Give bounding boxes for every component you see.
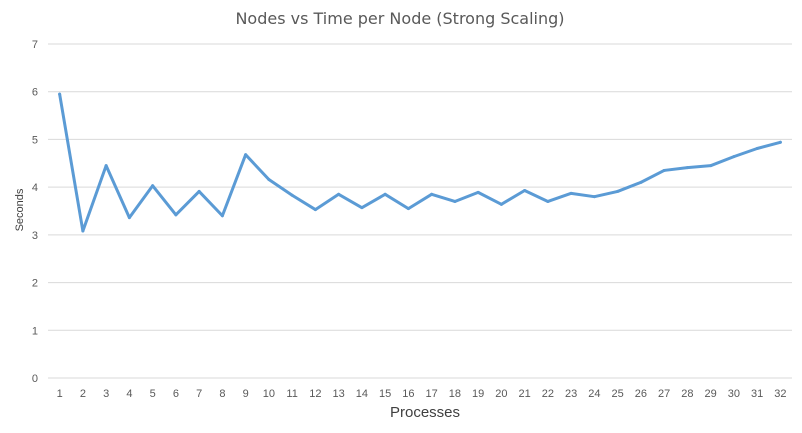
data-point bbox=[267, 178, 271, 182]
x-tick-label: 20 bbox=[495, 388, 507, 400]
x-tick-label: 14 bbox=[356, 388, 368, 400]
data-point bbox=[430, 192, 434, 196]
x-tick-label: 23 bbox=[565, 388, 577, 400]
x-tick-label: 19 bbox=[472, 388, 484, 400]
x-tick-label: 11 bbox=[286, 388, 297, 400]
y-tick-label: 5 bbox=[32, 134, 38, 146]
x-tick-label: 9 bbox=[243, 388, 249, 400]
data-point bbox=[58, 92, 62, 96]
data-point bbox=[406, 207, 410, 211]
data-point bbox=[383, 192, 387, 196]
x-tick-label: 29 bbox=[705, 388, 717, 400]
x-tick-label: 3 bbox=[103, 388, 109, 400]
data-point bbox=[709, 164, 713, 168]
data-point bbox=[151, 184, 155, 188]
data-point bbox=[732, 155, 736, 159]
x-tick-label: 30 bbox=[728, 388, 740, 400]
data-point bbox=[104, 164, 108, 168]
x-tick-label: 1 bbox=[57, 388, 63, 400]
gridlines bbox=[48, 43, 792, 331]
data-point bbox=[220, 214, 224, 218]
data-point bbox=[755, 146, 759, 150]
x-tick-label: 31 bbox=[751, 388, 763, 400]
x-tick-label: 18 bbox=[449, 388, 461, 400]
data-point bbox=[685, 166, 689, 170]
x-tick-label: 13 bbox=[333, 388, 345, 400]
data-points bbox=[58, 92, 782, 233]
x-tick-label: 26 bbox=[635, 388, 647, 400]
data-point bbox=[778, 140, 782, 144]
data-point bbox=[639, 180, 643, 184]
chart-title: Nodes vs Time per Node (Strong Scaling) bbox=[235, 9, 564, 28]
data-point bbox=[616, 189, 620, 193]
data-point bbox=[197, 189, 201, 193]
x-tick-label: 2 bbox=[80, 388, 86, 400]
x-tick-label: 25 bbox=[612, 388, 624, 400]
x-tick-label: 4 bbox=[126, 388, 132, 400]
data-point bbox=[453, 199, 457, 203]
data-point bbox=[476, 190, 480, 194]
x-axis-ticks: 1 2 3 4 5 6 7 8 9 10 11 12 13 14 15 16 17 18 19 20 21 22 23 24 2… bbox=[57, 388, 787, 400]
x-tick-label: 21 bbox=[519, 388, 531, 400]
x-tick-label: 7 bbox=[196, 388, 202, 400]
data-point bbox=[662, 168, 666, 172]
x-tick-label: 6 bbox=[173, 388, 179, 400]
data-point bbox=[499, 202, 503, 206]
data-point bbox=[569, 191, 573, 195]
data-point bbox=[81, 229, 85, 233]
y-tick-label: 4 bbox=[32, 182, 38, 194]
data-point bbox=[360, 206, 364, 210]
y-tick-label: 3 bbox=[32, 230, 38, 242]
y-tick-label: 2 bbox=[32, 278, 38, 290]
y-axis-label: Seconds bbox=[14, 188, 26, 231]
x-tick-label: 5 bbox=[150, 388, 156, 400]
data-point bbox=[290, 193, 294, 197]
y-axis-ticks: 0 1 2 3 4 5 6 7 bbox=[32, 39, 38, 385]
data-point bbox=[244, 153, 248, 157]
y-tick-label: 6 bbox=[32, 87, 38, 99]
x-tick-label: 8 bbox=[219, 388, 225, 400]
y-tick-label: 0 bbox=[32, 373, 38, 385]
x-tick-label: 28 bbox=[681, 388, 693, 400]
x-tick-label: 17 bbox=[426, 388, 438, 400]
data-point bbox=[127, 216, 131, 220]
data-point bbox=[592, 195, 596, 199]
series-line bbox=[58, 92, 782, 233]
x-tick-label: 15 bbox=[379, 388, 391, 400]
data-point bbox=[546, 199, 550, 203]
y-tick-label: 1 bbox=[32, 325, 38, 337]
x-axis-label: Processes bbox=[390, 404, 460, 421]
x-tick-label: 10 bbox=[263, 388, 275, 400]
x-tick-label: 22 bbox=[542, 388, 554, 400]
y-tick-label: 7 bbox=[32, 39, 38, 51]
data-point bbox=[174, 213, 178, 217]
x-tick-label: 32 bbox=[774, 388, 786, 400]
x-tick-label: 24 bbox=[588, 388, 600, 400]
x-tick-label: 16 bbox=[402, 388, 414, 400]
data-point bbox=[523, 188, 527, 192]
data-point bbox=[337, 192, 341, 196]
x-tick-label: 27 bbox=[658, 388, 670, 400]
data-point bbox=[313, 208, 317, 212]
x-tick-label: 12 bbox=[309, 388, 321, 400]
